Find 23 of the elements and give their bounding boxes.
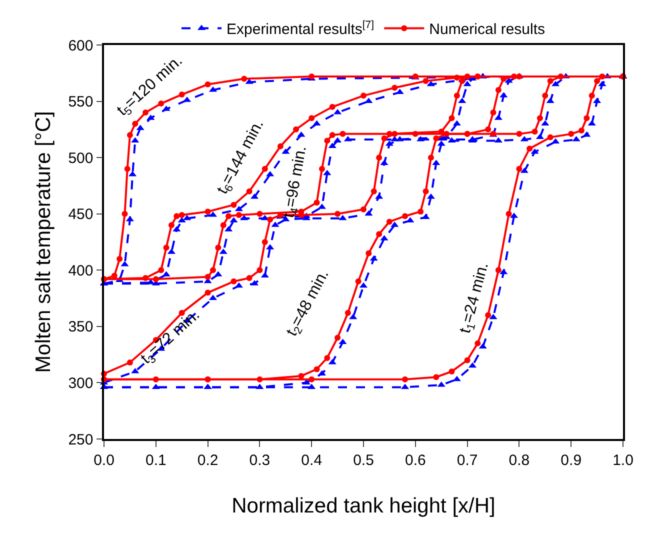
x-axis-title: Normalized tank height [x/H] [232, 494, 496, 518]
x-tick-label: 0.2 [197, 452, 218, 469]
x-tick-label: 0.4 [301, 452, 322, 469]
y-tick-label: 550 [68, 94, 94, 111]
x-tick-label: 0.3 [249, 452, 270, 469]
y-tick-label: 350 [68, 318, 94, 336]
y-tick-label: 300 [68, 374, 94, 392]
y-axis-title: Molten salt temperature [°C] [32, 111, 55, 373]
legend-label: Experimental results$^{[7]}$ [226, 18, 374, 38]
legend-label: Numerical results [429, 21, 546, 38]
y-tick-label: 600 [68, 37, 94, 54]
y-tick-label: 500 [68, 150, 94, 167]
y-tick-label: 250 [68, 431, 94, 448]
x-tick-label: 0.0 [94, 452, 114, 469]
x-tick-label: 0.9 [560, 452, 582, 469]
x-tick-label: 0.8 [508, 452, 530, 469]
y-tick-label: 450 [68, 206, 94, 224]
x-tick-label: 1.0 [612, 452, 634, 469]
x-tick-label: 0.6 [404, 452, 426, 469]
y-tick-label: 400 [68, 262, 94, 280]
x-tick-label: 0.1 [145, 452, 166, 469]
x-tick-label: 0.7 [456, 452, 478, 469]
x-tick-label: 0.5 [353, 452, 374, 469]
